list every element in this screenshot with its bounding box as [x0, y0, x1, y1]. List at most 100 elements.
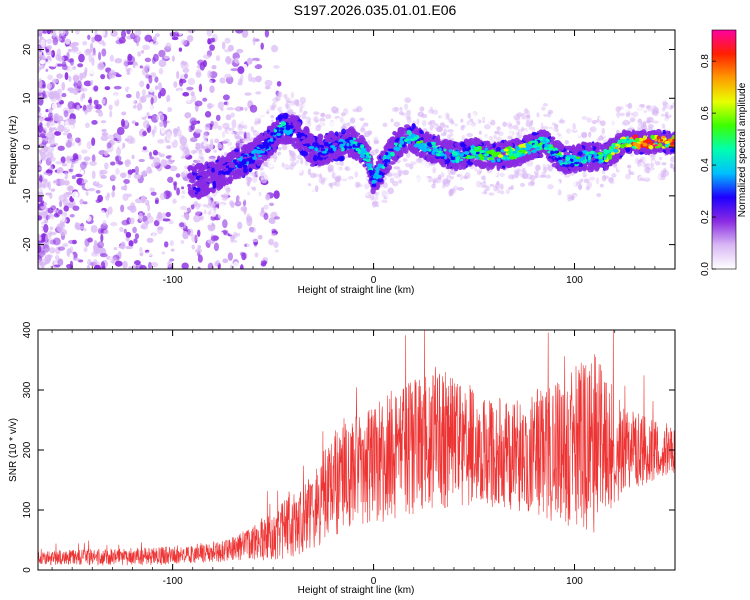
heatmap-cell: [558, 124, 562, 130]
heatmap-cell: [197, 229, 201, 237]
heatmap-cell: [257, 186, 262, 193]
heatmap-cell: [94, 105, 99, 110]
heatmap-cell: [91, 120, 98, 125]
heatmap-cell: [336, 117, 340, 124]
heatmap-cell: [226, 134, 232, 139]
heatmap-cell: [251, 172, 256, 177]
heatmap-cell: [40, 200, 45, 207]
heatmap-cell: [489, 183, 495, 187]
heatmap-cell: [110, 174, 117, 180]
heatmap-cell: [415, 175, 422, 182]
heatmap-cell: [286, 154, 293, 160]
heatmap-cell: [635, 122, 642, 129]
heatmap-cell: [101, 48, 107, 57]
heatmap-cell: [73, 87, 79, 96]
heatmap-cell: [508, 174, 515, 180]
heatmap-cell: [558, 171, 563, 175]
heatmap-cell: [185, 234, 189, 239]
heatmap-cell: [255, 75, 262, 83]
heatmap-cell: [249, 226, 255, 233]
heatmap-cell: [38, 65, 45, 70]
heatmap-cell: [554, 174, 561, 179]
heatmap-cell: [38, 116, 45, 123]
heatmap-cell: [160, 127, 166, 135]
heatmap-cell: [124, 119, 129, 127]
heatmap-cell: [189, 137, 198, 143]
heatmap-cell: [443, 112, 447, 120]
heatmap-cell: [147, 115, 153, 119]
heatmap-cell: [72, 257, 80, 261]
heatmap-cell: [232, 261, 240, 269]
heatmap-cell: [168, 219, 174, 225]
heatmap-cell: [629, 153, 634, 157]
heatmap-cell: [342, 177, 347, 183]
heatmap-cell: [533, 106, 538, 111]
heatmap-cell: [146, 166, 152, 174]
heatmap-cell: [69, 214, 75, 218]
heatmap-cell: [91, 57, 95, 66]
heatmap-cell: [176, 187, 180, 196]
heatmap-cell: [619, 112, 625, 117]
heatmap-cell: [61, 92, 67, 98]
heatmap-cell: [246, 241, 252, 250]
heatmap-cell: [439, 122, 445, 127]
heatmap-cell: [92, 259, 98, 266]
heatmap-cell: [217, 125, 222, 131]
heatmap-cell: [422, 177, 429, 181]
heatmap-cell: [167, 176, 174, 183]
heatmap-cell: [159, 121, 164, 128]
heatmap-cell: [629, 117, 635, 123]
heatmap-cell: [431, 183, 436, 189]
heatmap-cell: [572, 123, 576, 130]
heatmap-cell: [222, 219, 228, 229]
heatmap-cell: [637, 159, 642, 165]
heatmap-cell: [86, 264, 91, 269]
heatmap-cell: [313, 115, 319, 122]
heatmap-cell: [584, 122, 589, 126]
heatmap-cell: [522, 172, 526, 180]
heatmap-cell: [242, 199, 247, 207]
heatmap-cell: [409, 112, 415, 117]
heatmap-cell: [618, 123, 625, 128]
heatmap-cell: [87, 34, 91, 40]
heatmap-cell: [96, 183, 104, 188]
heatmap-cell: [69, 252, 74, 261]
heatmap-cell: [634, 157, 640, 164]
heatmap-cell: [290, 152, 295, 158]
heatmap-cell: [460, 125, 465, 131]
heatmap-cell: [101, 30, 106, 36]
heatmap-cell: [431, 109, 439, 116]
heatmap-cell: [404, 103, 409, 111]
heatmap-cell: [40, 205, 47, 210]
heatmap-cell: [652, 109, 659, 117]
heatmap-cell: [245, 176, 252, 181]
heatmap-cell: [160, 159, 168, 168]
heatmap-cell: [79, 198, 84, 205]
heatmap-cell: [252, 129, 259, 137]
heatmap-cell: [69, 30, 76, 35]
heatmap-cell: [142, 207, 146, 214]
heatmap-cell: [229, 264, 233, 269]
heatmap-cell: [478, 113, 485, 118]
heatmap-cell: [212, 229, 220, 237]
heatmap-cell: [51, 49, 56, 58]
heatmap-cell: [263, 212, 269, 221]
heatmap-cell: [120, 241, 126, 250]
heatmap-cell: [370, 211, 376, 216]
heatmap-cell: [652, 120, 659, 124]
heatmap-cell: [393, 121, 401, 127]
heatmap-cell: [277, 91, 283, 98]
heatmap-cell: [425, 163, 432, 170]
heatmap-cell: [403, 104, 411, 111]
heatmap-cell: [70, 129, 79, 134]
heatmap-cell: [228, 176, 234, 182]
heatmap-cell: [50, 205, 57, 211]
heatmap-cell: [232, 52, 240, 60]
heatmap-cell: [532, 120, 540, 127]
heatmap-cell: [77, 63, 84, 68]
heatmap-cell: [480, 133, 484, 139]
heatmap-cell: [617, 106, 624, 111]
heatmap-cell: [505, 188, 511, 195]
heatmap-cell: [246, 131, 251, 139]
heatmap-cell: [73, 80, 78, 89]
